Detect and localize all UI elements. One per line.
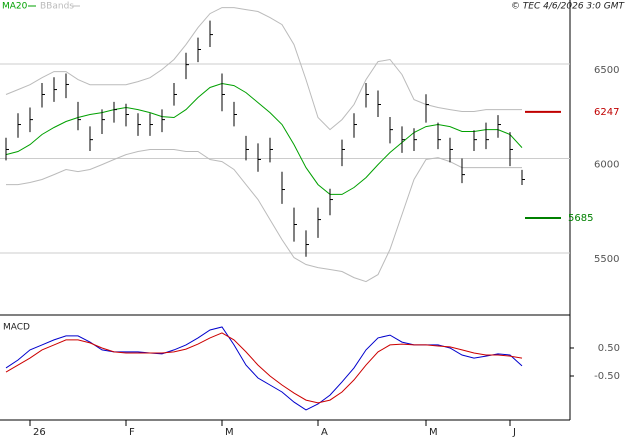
y-tick-label: 6000 xyxy=(594,160,619,171)
macd-title: MACD xyxy=(3,323,30,333)
y-tick-label: 6500 xyxy=(594,65,619,76)
y-tick-label: 0.50 xyxy=(598,343,620,354)
bband-lower xyxy=(6,149,522,283)
level-label: 5685 xyxy=(568,213,593,224)
legend-label: BBands xyxy=(40,2,74,12)
y-tick-label: 5500 xyxy=(594,254,619,265)
y-tick-label: -0.50 xyxy=(594,371,620,382)
bband-upper xyxy=(5,7,522,131)
level-label: 6247 xyxy=(594,107,619,118)
annotation: © TEC 4/6/2026 3:0 GMT xyxy=(511,2,626,12)
ma-line xyxy=(5,82,523,195)
legend-label: MA20 xyxy=(2,2,28,12)
x-tick-label: 26 xyxy=(33,427,46,438)
x-tick-label: F xyxy=(129,427,135,438)
x-tick-label: J xyxy=(512,427,516,438)
x-tick-label: M xyxy=(429,427,438,438)
x-tick-label: A xyxy=(321,427,328,438)
x-tick-label: M xyxy=(225,427,234,438)
macd-line xyxy=(5,332,523,404)
